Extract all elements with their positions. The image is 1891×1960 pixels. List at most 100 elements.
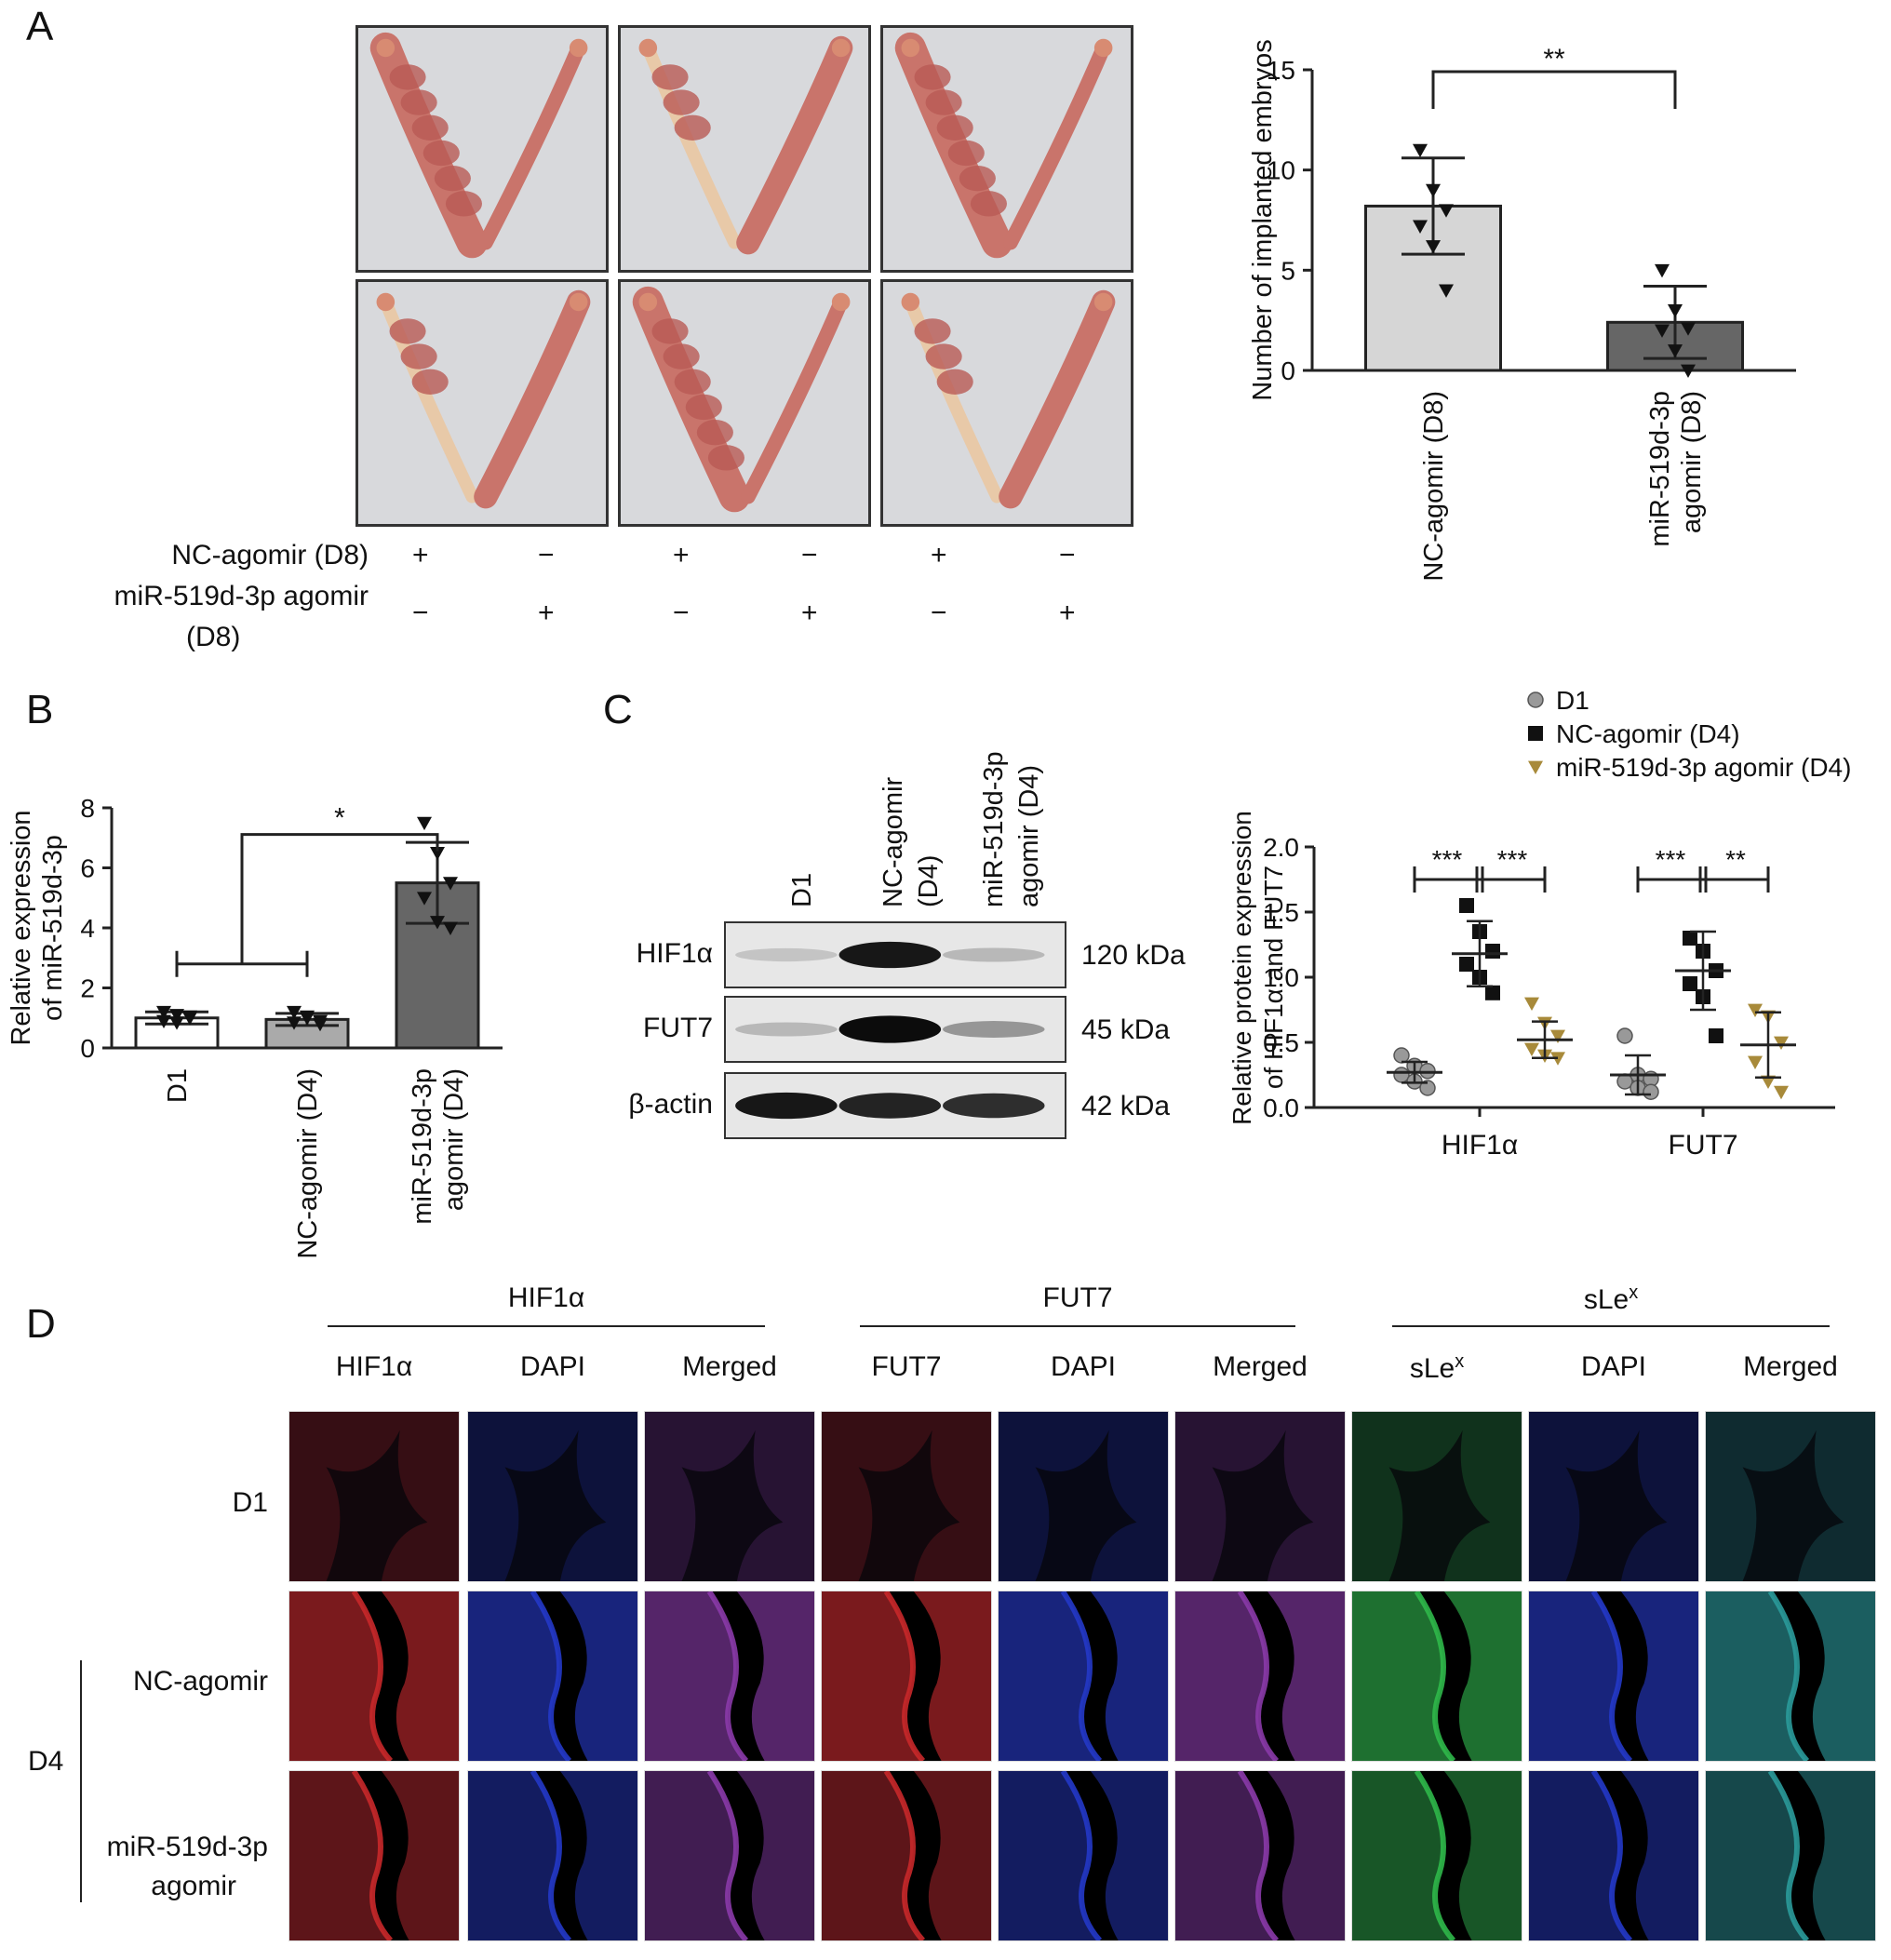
group-title-text: HIF1α — [507, 1282, 585, 1313]
panel-label-a: A — [26, 4, 54, 49]
fluorescence-image — [1174, 1770, 1346, 1941]
data-point — [1459, 957, 1474, 972]
data-point — [1393, 1047, 1410, 1064]
data-point — [1459, 898, 1474, 913]
embryo-site — [936, 114, 973, 141]
fluorescence-image — [467, 1770, 638, 1941]
group-title-superscript: x — [1629, 1282, 1639, 1303]
protein-band — [735, 1092, 838, 1120]
data-point — [1524, 1042, 1539, 1056]
fluorescence-image — [1705, 1411, 1876, 1582]
epithelium — [1237, 1591, 1280, 1761]
panel-label-b: B — [26, 687, 54, 732]
ovary — [901, 38, 920, 58]
data-point — [169, 1009, 184, 1023]
column-label-text: HIF1α — [335, 1351, 413, 1382]
fluorescence-image — [998, 1591, 1169, 1762]
column-label-text: Merged — [1213, 1351, 1308, 1382]
data-point — [1413, 220, 1428, 234]
column-label-text: DAPI — [1580, 1351, 1647, 1382]
epithelium — [1060, 1771, 1103, 1940]
data-point — [156, 1005, 171, 1020]
band-size: 120 kDa — [1081, 940, 1186, 971]
data-point — [287, 1016, 302, 1030]
embryo-site — [651, 318, 689, 344]
significance-marker: *** — [1656, 845, 1686, 874]
ovary — [901, 292, 920, 312]
y-tick-label: 1.0 — [1263, 963, 1299, 992]
data-point — [1485, 985, 1500, 1000]
group-underline — [1392, 1325, 1830, 1327]
data-point — [1681, 364, 1696, 378]
embryo-site — [914, 64, 951, 90]
row-label-nc-agomir: NC-agomir (D8) — [171, 540, 369, 571]
y-axis-label: Relative expression — [7, 810, 36, 1045]
embryo-site — [389, 318, 426, 344]
y-tick-label: 0.0 — [1263, 1094, 1299, 1122]
legend-marker — [1528, 760, 1543, 774]
embryo-site — [411, 114, 449, 141]
row-label-mir-agomir: miR-519d-3p agomir — [114, 581, 369, 611]
significance-bracket — [1431, 70, 1677, 109]
uterine-horn-right — [741, 294, 849, 504]
significance-marker: *** — [1497, 845, 1528, 874]
embryo-site — [400, 343, 437, 369]
embryo-site — [400, 89, 437, 115]
y-tick-label: 10 — [1267, 156, 1295, 185]
uterus-photo — [355, 279, 609, 527]
y-tick-label: 5 — [1281, 256, 1295, 285]
treatment-sign: + — [412, 540, 429, 571]
significance-marker: *** — [1432, 845, 1463, 874]
epithelium — [1590, 1591, 1633, 1761]
protein-band — [943, 947, 1045, 962]
fluorescence-image — [288, 1411, 460, 1582]
protein-band — [943, 1093, 1045, 1119]
band-name: HIF1α — [636, 938, 713, 969]
data-point — [430, 916, 445, 930]
column-label: HIF1α — [288, 1351, 460, 1383]
band-name: FUT7 — [643, 1013, 713, 1043]
data-point — [1774, 1085, 1789, 1100]
category-label: miR-519d-3p — [1645, 391, 1675, 547]
fluorescence-image — [1705, 1770, 1876, 1941]
y-tick-label: 2 — [80, 974, 95, 1003]
band-size: 42 kDa — [1081, 1091, 1171, 1121]
epithelium — [1767, 1591, 1810, 1761]
epithelium — [1414, 1591, 1456, 1761]
embryo-site — [970, 191, 1007, 217]
category-label: miR-519d-3p — [408, 1068, 437, 1225]
significance-bracket — [240, 833, 439, 964]
group-title: sLex — [1392, 1282, 1830, 1316]
y-tick-label: 1.5 — [1263, 898, 1299, 927]
category-label: NC-agomir (D8) — [1419, 391, 1449, 582]
lumen — [1212, 1430, 1314, 1581]
blot-strip — [724, 1072, 1066, 1139]
lane-label: (D4) — [914, 854, 944, 907]
lumen — [1565, 1430, 1668, 1581]
uterine-horn-right — [478, 40, 586, 250]
lumen — [1035, 1430, 1137, 1581]
chart-protein-expression: D1 NC-agomir (D4) miR-519d-3p agomir (D4) 0… — [1228, 686, 1851, 1161]
y-tick-label: 0 — [80, 1034, 95, 1063]
fluorescence-image — [467, 1591, 638, 1762]
epithelium — [351, 1591, 394, 1761]
lumen — [504, 1430, 607, 1581]
embryo-site — [651, 64, 689, 90]
ovary — [569, 38, 588, 58]
legend-label: miR-519d-3p agomir (D4) — [1556, 753, 1851, 782]
ovary — [1093, 38, 1113, 58]
fluorescence-image — [1705, 1591, 1876, 1762]
data-point — [300, 1010, 315, 1025]
protein-band — [838, 1015, 942, 1043]
uterus-photo — [618, 25, 871, 273]
group-title: HIF1α — [328, 1282, 765, 1314]
fluorescence-image — [644, 1411, 815, 1582]
data-point — [1748, 1055, 1763, 1069]
column-label-text: Merged — [682, 1351, 777, 1382]
data-point — [430, 846, 445, 861]
fluorescence-image — [1174, 1411, 1346, 1582]
y-axis-label: of miR-519d-3p — [38, 835, 68, 1021]
significance-marker: ** — [1725, 845, 1746, 874]
category-label: agomir (D8) — [1677, 391, 1707, 533]
column-label-text: DAPI — [519, 1351, 586, 1382]
